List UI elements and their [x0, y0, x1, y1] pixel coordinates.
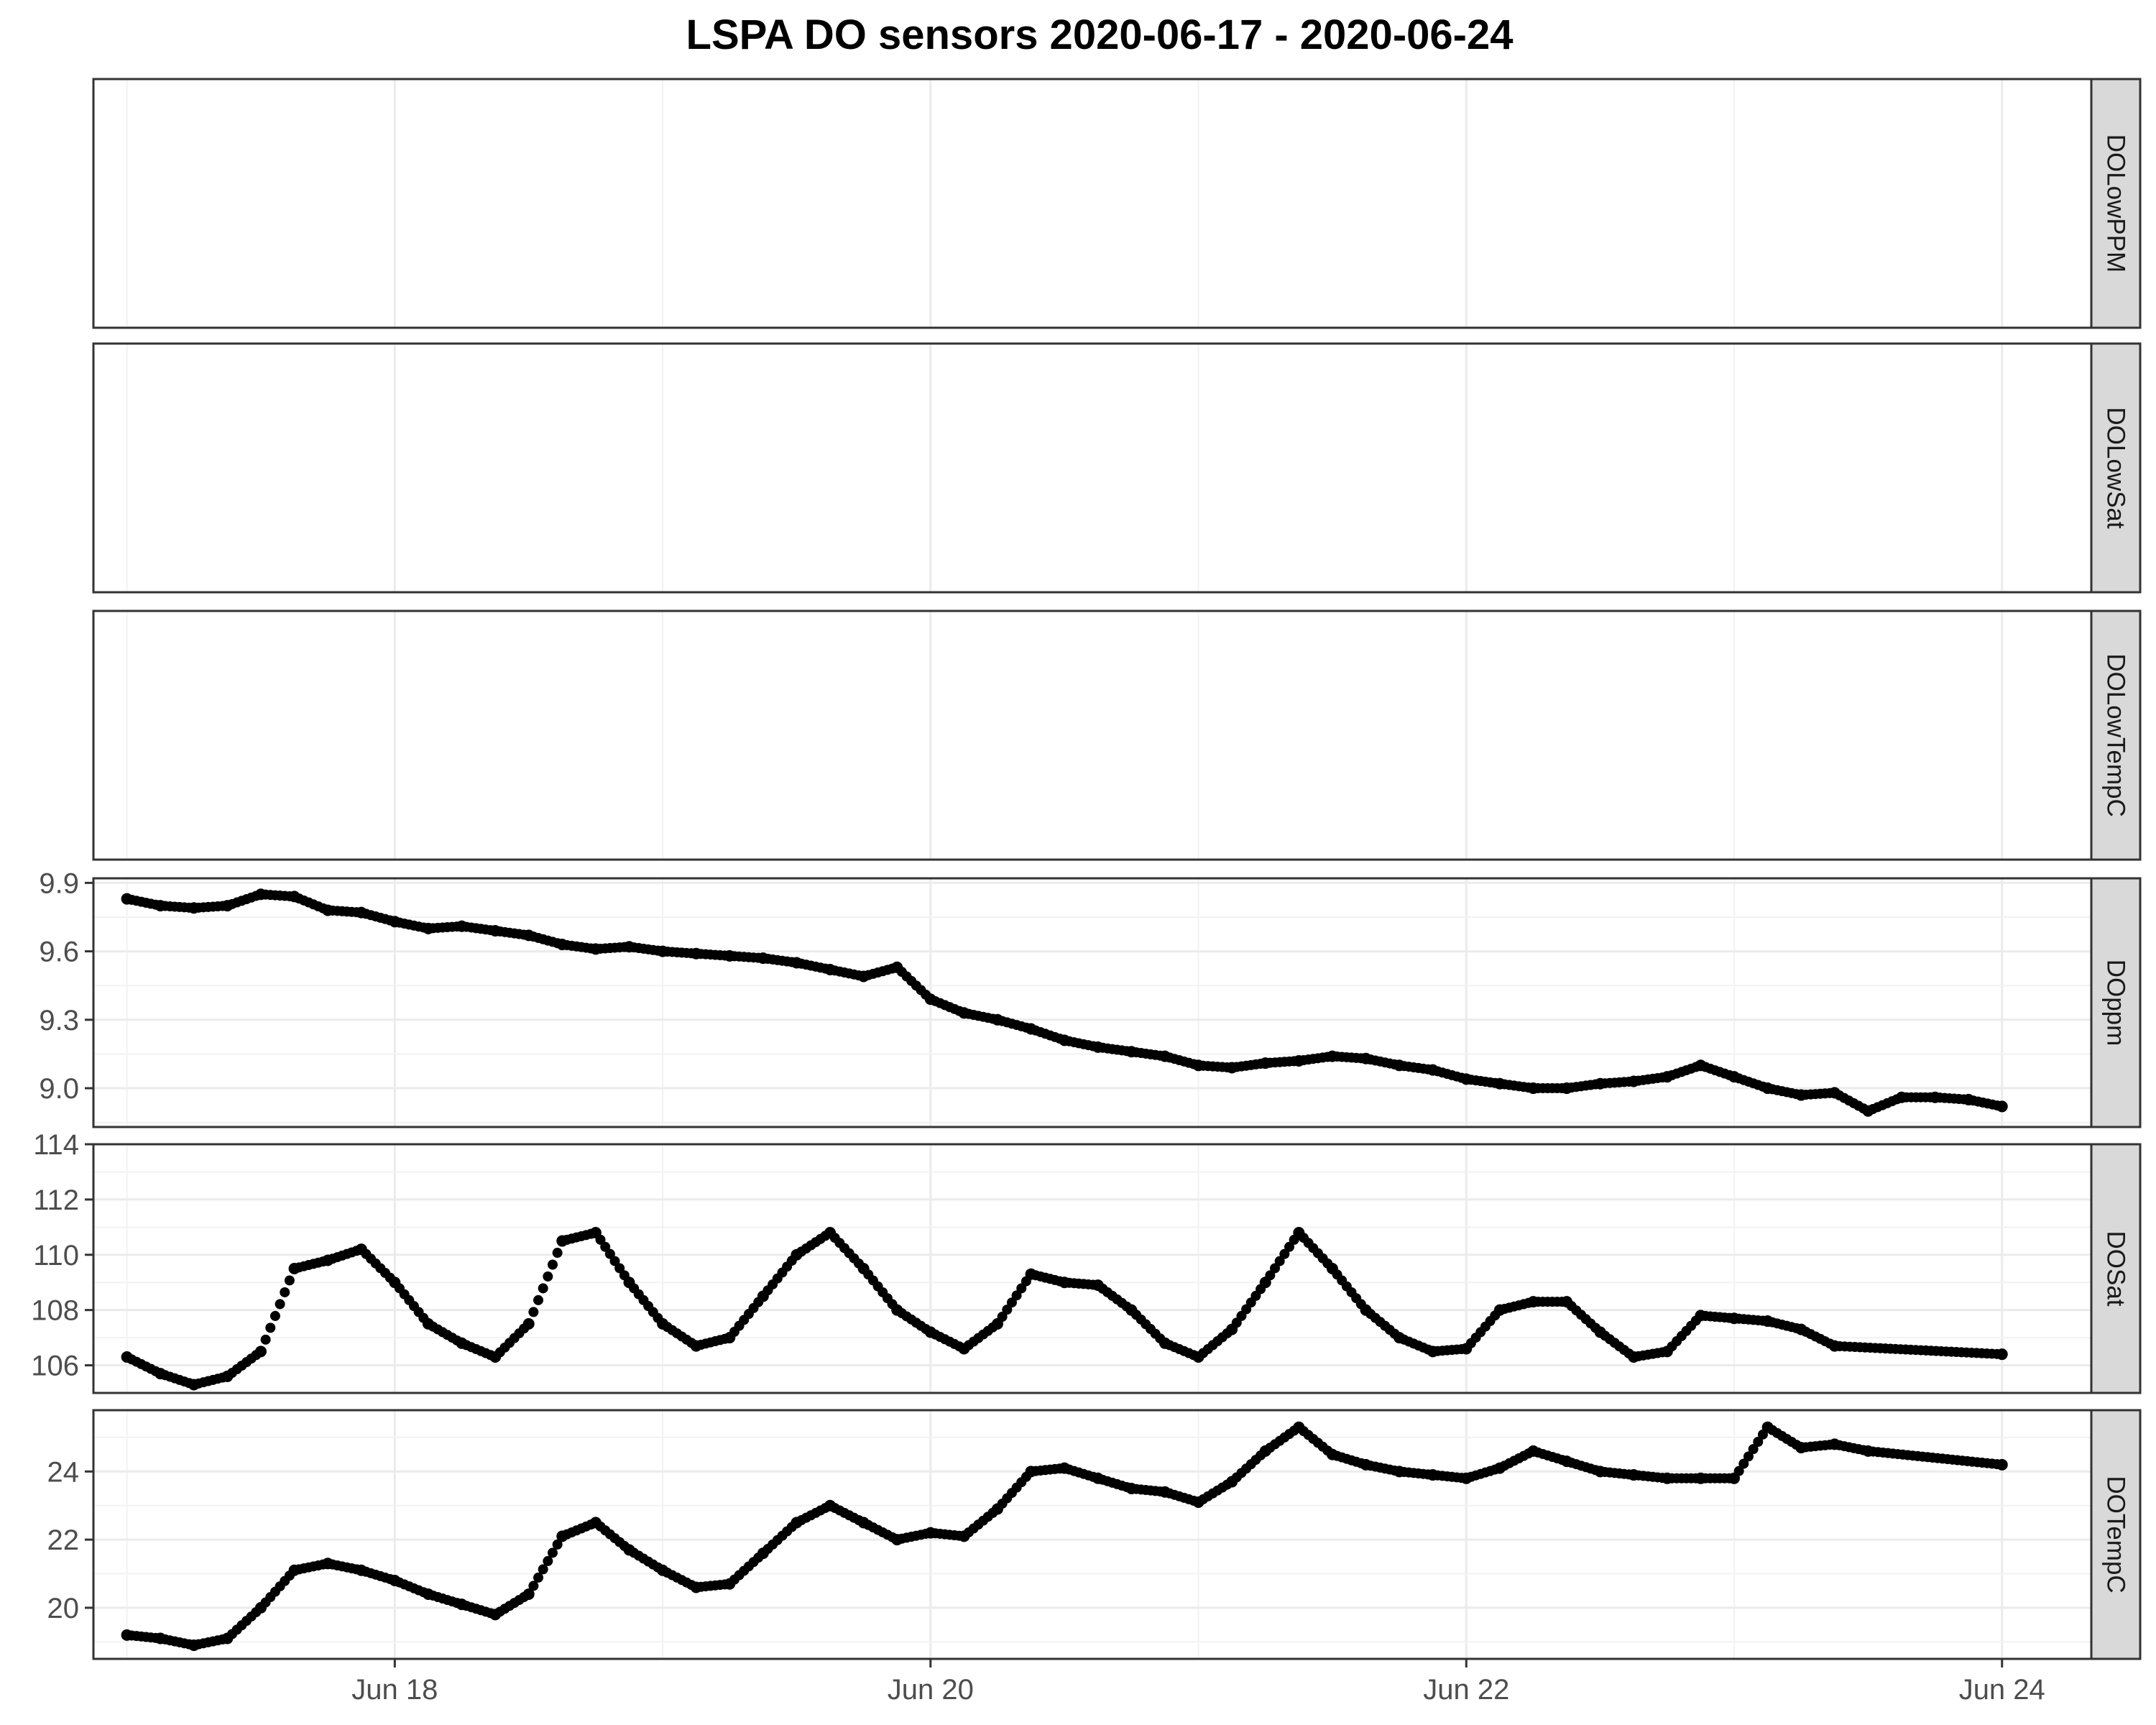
facet-strip	[2090, 1143, 2142, 1394]
panel-DOLowSat: DOLowSat	[92, 342, 2142, 594]
panel-background	[93, 611, 2091, 860]
data-point	[1274, 1256, 1285, 1266]
data-point	[547, 1259, 558, 1270]
data-point	[1279, 1248, 1290, 1259]
data-point	[533, 1572, 544, 1583]
panel-DOLowPPM: DOLowPPM	[92, 78, 2142, 329]
y-tick-label: 112	[33, 1184, 79, 1216]
data-point	[600, 1241, 611, 1252]
facet-strip-label: DOLowSat	[2102, 407, 2130, 529]
data-point	[533, 1294, 544, 1305]
data-point	[1284, 1241, 1295, 1252]
series-points-DOppm	[121, 888, 2008, 1117]
x-tick-label: Jun 22	[1423, 1674, 1509, 1706]
y-tick-label: 108	[31, 1295, 79, 1327]
panel-DOSat: 106 108 110 112 114 DOSat	[31, 1129, 2142, 1394]
panel-background	[93, 344, 2091, 592]
data-point	[1265, 1270, 1276, 1281]
data-point	[595, 1234, 606, 1245]
facet-strip-label: DOTempC	[2102, 1476, 2130, 1593]
y-tick-label: 110	[33, 1240, 79, 1271]
facet-strip-label: DOLowPPM	[2102, 134, 2130, 273]
facet-strip-label: DOLowTempC	[2102, 653, 2130, 817]
data-point	[552, 1539, 563, 1550]
y-tick-label: 114	[33, 1129, 79, 1161]
data-point	[280, 1287, 290, 1297]
data-point	[552, 1248, 563, 1259]
data-point	[1743, 1451, 1754, 1462]
data-point	[543, 1271, 553, 1282]
panel-background	[93, 79, 2091, 328]
x-tick-label: Jun 24	[1959, 1674, 2045, 1706]
data-point	[1996, 1100, 2008, 1113]
data-point	[528, 1581, 539, 1591]
data-point	[997, 1312, 1008, 1322]
facet-strip-label: DOSat	[2102, 1230, 2130, 1306]
y-tick-label: 9.6	[39, 937, 79, 968]
data-point	[275, 1299, 285, 1310]
data-point	[1016, 1283, 1027, 1294]
panel-DOppm: 9.0 9.3 9.6 9.9 DOppm	[39, 868, 2142, 1128]
data-point	[614, 1263, 625, 1274]
y-tick-label: 106	[31, 1351, 79, 1382]
y-tick-label: 22	[47, 1524, 80, 1556]
data-point	[1996, 1348, 2008, 1361]
data-point	[604, 1248, 615, 1259]
panel-DOTempC: 20 22 24 DOTempC	[47, 1409, 2142, 1660]
data-point	[1002, 1305, 1013, 1315]
facet-strip	[2090, 78, 2142, 329]
data-point	[547, 1547, 558, 1558]
y-tick-label: 9.0	[39, 1073, 79, 1105]
data-point	[1270, 1263, 1281, 1274]
data-point	[1996, 1458, 2008, 1471]
series-points-DOTempC	[121, 1421, 2008, 1652]
data-point	[260, 1334, 271, 1345]
data-point	[1753, 1437, 1764, 1448]
data-point	[1738, 1458, 1749, 1469]
chart-title: LSPA DO sensors 2020-06-17 - 2020-06-24	[686, 12, 1514, 58]
data-point	[522, 1588, 535, 1600]
y-tick-label: 9.9	[39, 868, 79, 899]
data-point	[284, 1275, 295, 1286]
data-point	[1748, 1444, 1759, 1455]
facet-strip-label: DOppm	[2102, 960, 2130, 1046]
data-point	[538, 1283, 548, 1294]
facet-strip	[2090, 1409, 2142, 1660]
data-point	[543, 1555, 553, 1566]
panel-DOLowTempC: DOLowTempC	[92, 610, 2142, 861]
data-point	[265, 1322, 276, 1333]
data-point	[538, 1564, 548, 1575]
data-point	[1006, 1297, 1017, 1308]
data-point	[522, 1317, 535, 1330]
x-tick-label: Jun 20	[888, 1674, 974, 1706]
y-tick-label: 9.3	[39, 1005, 79, 1036]
data-point	[1011, 1290, 1022, 1301]
x-axis: Jun 18 Jun 20 Jun 22 Jun 24	[351, 1659, 2045, 1706]
x-tick-label: Jun 18	[351, 1674, 438, 1706]
panel-background	[93, 1410, 2091, 1659]
facet-strip	[2090, 342, 2142, 594]
data-point	[1733, 1466, 1744, 1476]
y-tick-label: 24	[47, 1456, 80, 1488]
panels-layer: DOLowPPM DOLowSat DOLowTempC 9.0 9.3 9.6 9.9 DO…	[31, 78, 2142, 1660]
data-point	[528, 1307, 539, 1317]
data-point	[270, 1310, 280, 1321]
series-points-DOSat	[121, 1227, 2008, 1391]
y-tick-label: 20	[47, 1593, 80, 1624]
panel-background	[93, 1144, 2091, 1393]
data-point	[609, 1256, 620, 1266]
data-point	[254, 1346, 267, 1358]
facet-strip	[2090, 877, 2142, 1128]
facet-strip	[2090, 610, 2142, 861]
